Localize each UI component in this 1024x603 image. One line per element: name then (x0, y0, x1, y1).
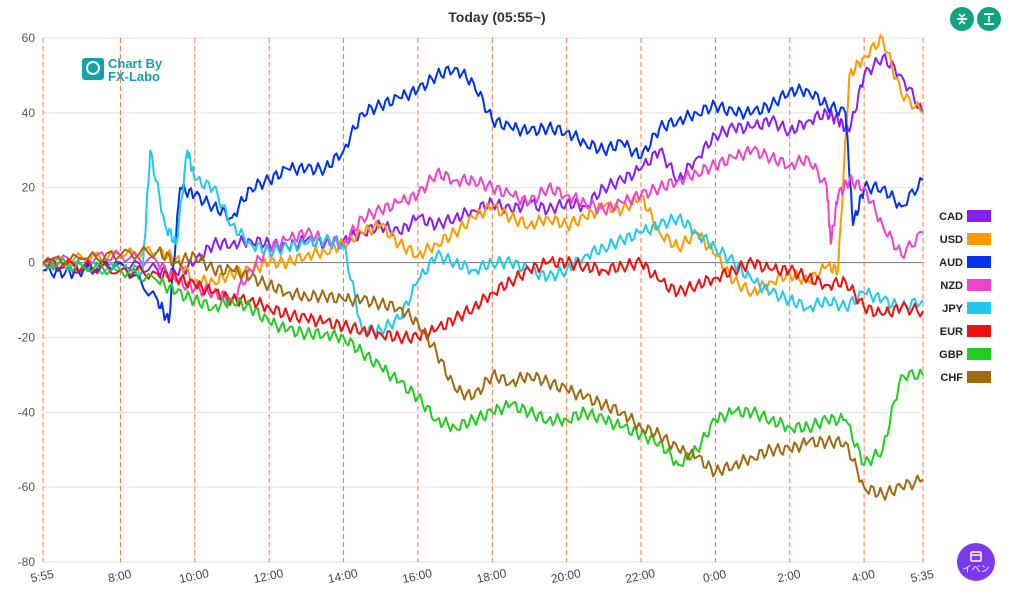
x-tick-label: 12:00 (252, 566, 285, 586)
magnifier-icon (86, 61, 100, 75)
legend-item-eur[interactable]: EUR (940, 325, 991, 338)
legend-item-jpy[interactable]: JPY (942, 302, 991, 315)
x-tick-label: 16:00 (401, 566, 434, 586)
collapse-icon (957, 13, 967, 25)
legend-item-usd[interactable]: USD (940, 233, 991, 246)
y-tick-label: 20 (22, 181, 36, 195)
logo-text-line2: FX-Labo (108, 69, 160, 84)
legend-label: NZD (940, 280, 963, 292)
y-tick-label: 40 (22, 106, 36, 120)
x-tick-label: 14:00 (327, 566, 360, 586)
axes: 60 40 20 0 -20 -40 -60 -805:55 8:00 10:00 12:00 14:… (18, 31, 936, 586)
y-tick-label: -20 (18, 330, 36, 344)
legend-swatch (967, 210, 991, 222)
legend-item-nzd[interactable]: NZD (940, 279, 991, 292)
series-line-eur (42, 256, 924, 345)
legend-swatch (967, 325, 991, 337)
grid (42, 37, 924, 563)
logo-text-line1: Chart By (108, 56, 163, 71)
legend-item-aud[interactable]: AUD (939, 256, 991, 269)
chart-title: Today (05:55~) (448, 9, 545, 25)
legend-swatch (967, 279, 991, 291)
legend-swatch (967, 348, 991, 360)
legend-swatch (967, 302, 991, 314)
x-tick-label: 10:00 (178, 566, 211, 586)
event-button[interactable]: イベン (957, 543, 995, 581)
series-line-gbp (42, 257, 924, 468)
legend-label: JPY (942, 303, 963, 315)
fx-labo-logo: Chart By FX-Labo (82, 56, 163, 84)
x-tick-label: 20:00 (550, 566, 583, 586)
series-line-aud (42, 65, 924, 324)
legend-label: AUD (939, 257, 963, 269)
logo-icon (82, 58, 104, 80)
legend-label: USD (940, 234, 963, 246)
series-line-usd (42, 34, 924, 297)
x-tick-label: 18:00 (475, 566, 508, 586)
legend-item-gbp[interactable]: GBP (939, 348, 991, 361)
legend-swatch (967, 371, 991, 383)
event-button-label: イベン (962, 564, 990, 575)
x-tick-label: 4:00 (850, 567, 876, 586)
expand-button[interactable] (977, 7, 1001, 31)
y-tick-label: 60 (22, 31, 36, 45)
legend-label: CAD (939, 211, 963, 223)
series-line-cad (42, 53, 924, 279)
x-tick-label: 0:00 (702, 567, 728, 586)
legend-item-chf[interactable]: CHF (940, 371, 991, 384)
series-line-chf (42, 245, 924, 501)
expand-icon (984, 13, 994, 25)
x-tick-label: 5:35 (909, 567, 935, 586)
y-tick-label: -60 (18, 480, 36, 494)
y-tick-label: -40 (18, 405, 36, 419)
calendar-icon (970, 550, 982, 562)
x-tick-label: 5:55 (29, 567, 55, 586)
y-tick-label: 0 (28, 256, 35, 270)
series-lines (42, 34, 924, 501)
legend[interactable]: CAD USD AUD NZD JPY EUR GBP CHF (939, 210, 991, 384)
legend-label: EUR (940, 326, 963, 338)
collapse-button[interactable] (950, 7, 974, 31)
y-tick-label: -80 (18, 555, 36, 569)
legend-label: GBP (939, 349, 963, 361)
x-tick-label: 8:00 (107, 567, 133, 586)
legend-item-cad[interactable]: CAD (939, 210, 991, 223)
x-tick-label: 22:00 (624, 566, 657, 586)
legend-swatch (967, 233, 991, 245)
legend-label: CHF (940, 372, 963, 384)
x-tick-label: 2:00 (776, 567, 802, 586)
legend-swatch (967, 256, 991, 268)
series-line-nzd (42, 145, 924, 305)
series-line-jpy (42, 149, 924, 337)
